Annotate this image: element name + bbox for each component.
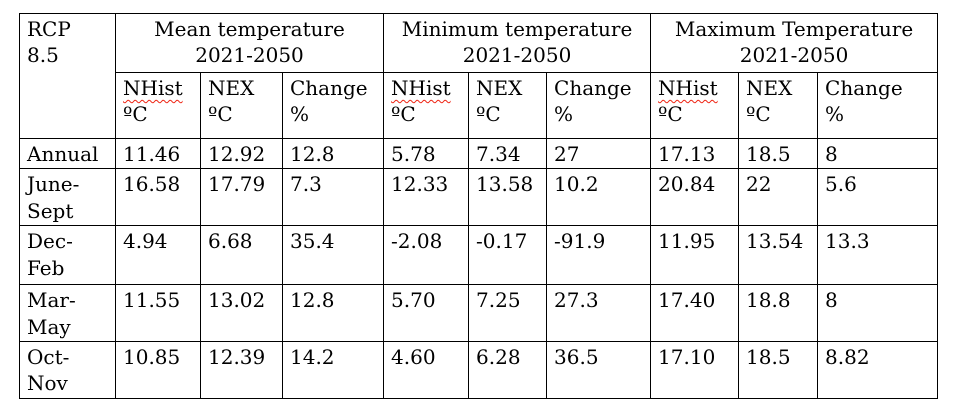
data-cell: 4.60: [383, 340, 470, 399]
group-header-maximum-temperature: Maximum Temperature 2021-2050: [650, 13, 939, 73]
row-label: Annual: [19, 137, 116, 170]
column-header-row: NHist ºC NEX ºC Change % NHist ºC NEX: [20, 72, 939, 139]
subheader-mean-change: Change %: [281, 72, 385, 139]
subheader-mean-nhist: NHist ºC: [115, 72, 201, 139]
data-cell: 35.4: [281, 225, 385, 286]
row-label: Mar-May: [19, 284, 116, 342]
data-cell: 17.10: [650, 340, 740, 399]
data-cell: 6.28: [468, 340, 548, 399]
row-label: June-Sept: [19, 168, 116, 227]
data-cell: 18.5: [738, 137, 819, 170]
data-cell: 18.8: [738, 284, 819, 342]
column-unit: %: [554, 102, 574, 127]
data-cell: 8.82: [817, 340, 939, 399]
data-cell: 5.6: [817, 168, 939, 227]
data-cell: 8: [817, 284, 939, 342]
subheader-max-nex: NEX ºC: [738, 72, 819, 139]
group-title: Minimum temperature: [401, 17, 633, 41]
data-cell: 12.8: [281, 284, 385, 342]
data-cell: 8: [817, 137, 939, 170]
group-title: Mean temperature: [154, 17, 345, 41]
data-cell: 4.94: [115, 225, 201, 286]
data-cell: 11.95: [650, 225, 740, 286]
data-cell: 11.55: [115, 284, 201, 342]
column-unit: ºC: [658, 102, 683, 127]
data-cell: -91.9: [546, 225, 652, 286]
data-cell: 12.39: [200, 340, 283, 399]
data-cell: 14.2: [281, 340, 385, 399]
column-label: NEX: [208, 76, 255, 100]
data-cell: 12.33: [383, 168, 470, 227]
data-cell: 7.25: [468, 284, 548, 342]
column-unit: ºC: [476, 102, 501, 127]
data-cell: 36.5: [546, 340, 652, 399]
data-cell: -2.08: [383, 225, 470, 286]
group-title: Maximum Temperature: [674, 17, 914, 41]
subheader-max-nhist: NHist ºC: [650, 72, 740, 139]
data-cell: 11.46: [115, 137, 201, 170]
data-cell: 5.70: [383, 284, 470, 342]
table-row-annual: Annual 11.46 12.92 12.8 5.78 7.34 27 17.…: [19, 137, 939, 170]
group-header-mean-temperature: Mean temperature 2021-2050: [114, 13, 385, 73]
column-label: NHist: [391, 76, 451, 100]
corner-cell-rcp85: RCP 8.5: [19, 13, 116, 139]
column-label: NHist: [123, 76, 183, 100]
data-cell: 10.85: [115, 340, 201, 399]
data-cell: 13.54: [738, 225, 819, 286]
group-header-row: RCP 8.5 Mean temperature 2021-2050 Minim…: [19, 13, 939, 139]
group-period: 2021-2050: [739, 43, 849, 68]
subheader-min-nhist: NHist ºC: [383, 72, 470, 139]
rcp85-temperature-table: RCP 8.5 Mean temperature 2021-2050 Minim…: [19, 13, 939, 399]
table-row-dec-feb: Dec-Feb 4.94 6.68 35.4 -2.08 -0.17 -91.9…: [19, 225, 939, 286]
scenario-label: RCP 8.5: [27, 17, 71, 68]
column-unit: %: [825, 102, 845, 127]
data-cell: 17.13: [650, 137, 740, 170]
row-label: Oct-Nov: [19, 340, 116, 399]
column-unit: %: [290, 102, 310, 127]
data-cell: -0.17: [468, 225, 548, 286]
table-row-oct-nov: Oct-Nov 10.85 12.39 14.2 4.60 6.28 36.5 …: [19, 340, 939, 399]
column-label: NEX: [476, 76, 523, 100]
table-row-june-sept: June-Sept 16.58 17.79 7.3 12.33 13.58 10…: [19, 168, 939, 227]
data-cell: 5.78: [383, 137, 470, 170]
column-label: Change: [554, 76, 632, 100]
data-cell: 6.68: [200, 225, 283, 286]
column-label: NHist: [658, 76, 718, 100]
table-row-mar-may: Mar-May 11.55 13.02 12.8 5.70 7.25 27.3 …: [19, 284, 939, 342]
column-unit: ºC: [746, 102, 771, 127]
data-cell: 12.92: [200, 137, 283, 170]
data-cell: 20.84: [650, 168, 740, 227]
column-unit: ºC: [391, 102, 416, 127]
group-header-minimum-temperature: Minimum temperature 2021-2050: [383, 13, 652, 73]
data-cell: 10.2: [546, 168, 652, 227]
data-cell: 17.40: [650, 284, 740, 342]
row-label: Dec-Feb: [19, 225, 116, 286]
data-cell: 13.58: [468, 168, 548, 227]
data-cell: 18.5: [738, 340, 819, 399]
data-cell: 22: [738, 168, 819, 227]
data-cell: 27.3: [546, 284, 652, 342]
column-unit: ºC: [208, 102, 233, 127]
data-cell: 27: [546, 137, 652, 170]
subheader-mean-nex: NEX ºC: [200, 72, 283, 139]
column-unit: ºC: [123, 102, 148, 127]
group-period: 2021-2050: [462, 43, 572, 68]
data-cell: 17.79: [200, 168, 283, 227]
subheader-max-change: Change %: [817, 72, 939, 139]
data-cell: 12.8: [281, 137, 385, 170]
data-cell: 7.3: [281, 168, 385, 227]
data-cell: 7.34: [468, 137, 548, 170]
column-label: Change: [290, 76, 368, 100]
climate-table-container: RCP 8.5 Mean temperature 2021-2050 Minim…: [19, 13, 939, 399]
data-cell: 13.02: [200, 284, 283, 342]
data-cell: 16.58: [115, 168, 201, 227]
column-label: NEX: [746, 76, 793, 100]
subheader-min-nex: NEX ºC: [468, 72, 548, 139]
data-cell: 13.3: [817, 225, 939, 286]
group-period: 2021-2050: [195, 43, 304, 68]
subheader-min-change: Change %: [546, 72, 652, 139]
column-label: Change: [825, 76, 903, 100]
